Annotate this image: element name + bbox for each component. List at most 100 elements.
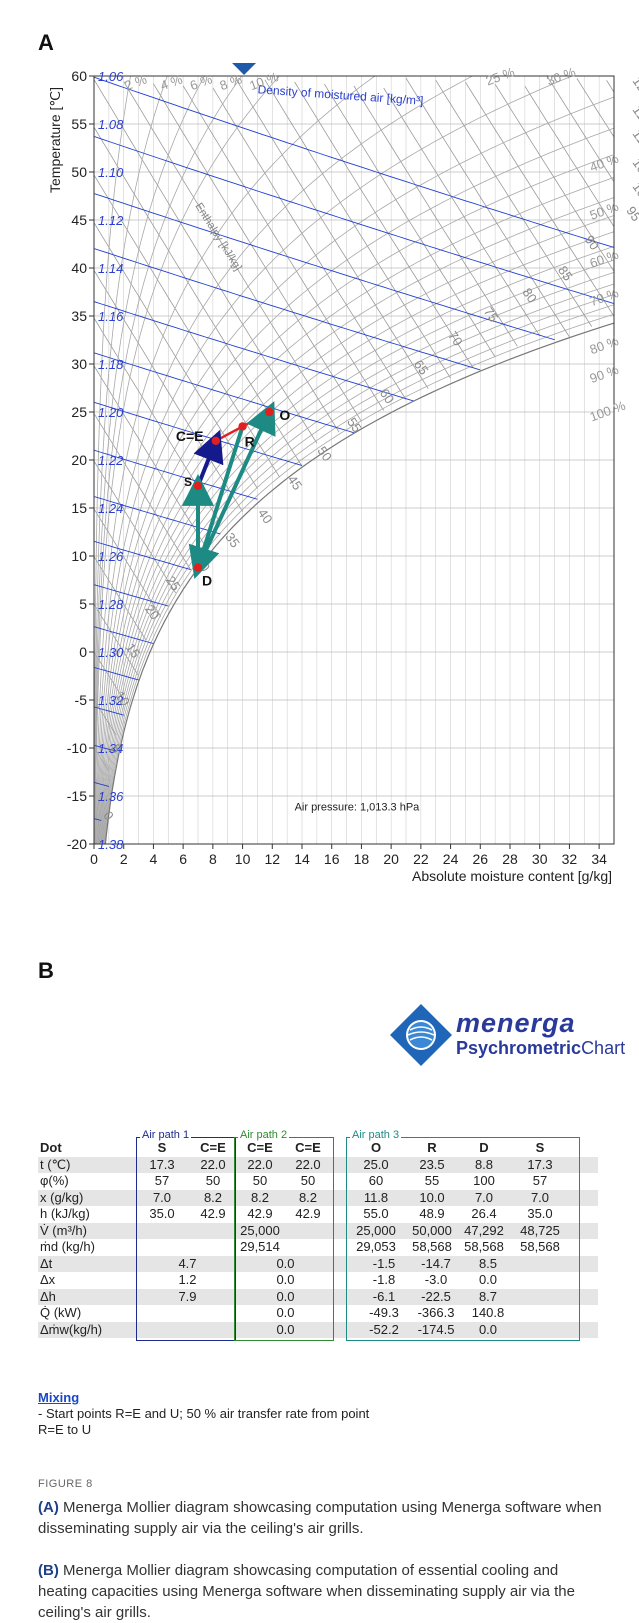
x-tick-label: 12 — [264, 851, 280, 867]
row-label: t (℃) — [40, 1157, 70, 1174]
y-tick-label: -5 — [75, 692, 88, 708]
x-tick-label: 32 — [562, 851, 578, 867]
x-tick-label: 14 — [294, 851, 310, 867]
mixing-note: Mixing - Start points R=E and U; 50 % ai… — [38, 1390, 369, 1438]
density-value-label: 1.14 — [98, 261, 123, 276]
density-value-label: 1.24 — [98, 501, 123, 516]
mixing-link[interactable]: Mixing — [38, 1390, 369, 1406]
y-tick-label: 35 — [71, 308, 87, 324]
air-path-box-2: Air path 2 — [234, 1137, 334, 1341]
enthalpy-value-label: 110 — [630, 127, 639, 153]
x-tick-label: 26 — [472, 851, 488, 867]
air-path-box-1: Air path 1 — [136, 1137, 236, 1341]
y-tick-label: 10 — [71, 548, 87, 564]
density-value-label: 1.38 — [98, 837, 124, 852]
y-tick-label: 0 — [79, 644, 87, 660]
y-axis-title: Temperature [℃] — [47, 87, 63, 193]
y-tick-label: 20 — [71, 452, 87, 468]
row-label: φ(%) — [40, 1173, 69, 1190]
figure-label: FIGURE 8 — [38, 1478, 93, 1490]
x-tick-label: 20 — [383, 851, 399, 867]
x-tick-label: 18 — [354, 851, 370, 867]
row-label: Q̇ (kW) — [40, 1305, 81, 1322]
enthalpy-value-label: 100 — [630, 180, 639, 206]
y-tick-label: 60 — [71, 68, 87, 84]
state-point-label: R — [245, 433, 255, 449]
x-tick-label: 2 — [120, 851, 128, 867]
density-value-label: 1.20 — [98, 405, 124, 420]
state-point-label: D — [202, 573, 212, 589]
x-tick-label: 16 — [324, 851, 340, 867]
enthalpy-value-label: 115 — [630, 103, 639, 129]
x-tick-label: 30 — [532, 851, 548, 867]
x-axis-title: Absolute moisture content [g/kg] — [412, 868, 612, 884]
y-tick-label: 40 — [71, 260, 87, 276]
y-tick-label: -15 — [67, 788, 87, 804]
mixing-line-2: R=E to U — [38, 1422, 369, 1438]
state-point-label: S — [184, 475, 192, 489]
panel-b-label: B — [38, 958, 54, 984]
density-value-label: 1.06 — [98, 69, 124, 84]
x-tick-label: 24 — [443, 851, 459, 867]
density-value-label: 1.12 — [98, 213, 124, 228]
row-label: Δx — [40, 1272, 55, 1289]
y-tick-label: 15 — [71, 500, 87, 516]
row-label: V̇ (m³/h) — [40, 1223, 87, 1240]
state-point-label: O — [279, 407, 290, 423]
state-point-label: C=E — [176, 428, 204, 444]
row-label: Δt — [40, 1256, 52, 1273]
density-value-label: 1.16 — [98, 309, 124, 324]
state-point-R — [238, 422, 246, 430]
dot-header: Dot — [40, 1140, 62, 1157]
enthalpy-value-label: 95 — [623, 204, 639, 224]
density-value-label: 1.36 — [98, 789, 124, 804]
enthalpy-value-label: 105 — [630, 156, 639, 182]
y-tick-label: -20 — [67, 836, 87, 852]
air-path-title: Air path 1 — [140, 1129, 191, 1141]
row-label: Δh — [40, 1289, 56, 1306]
y-tick-label: -10 — [67, 740, 87, 756]
y-tick-label: 5 — [79, 596, 87, 612]
state-point-D — [194, 563, 202, 571]
y-tick-label: 45 — [71, 212, 87, 228]
state-point-S — [194, 482, 202, 490]
row-label: ṁd (kg/h) — [40, 1239, 95, 1256]
x-tick-label: 8 — [209, 851, 217, 867]
density-value-label: 1.28 — [98, 597, 124, 612]
menerga-diamond-icon — [388, 1002, 454, 1068]
y-tick-label: 30 — [71, 356, 87, 372]
x-tick-label: 34 — [591, 851, 607, 867]
row-label: x (g/kg) — [40, 1190, 83, 1207]
density-value-label: 1.30 — [98, 645, 124, 660]
row-label: Δṁw(kg/h) — [40, 1322, 102, 1339]
x-tick-label: 22 — [413, 851, 429, 867]
density-value-label: 1.10 — [98, 165, 124, 180]
mixing-line-1: - Start points R=E and U; 50 % air trans… — [38, 1406, 369, 1422]
density-value-label: 1.08 — [98, 117, 124, 132]
x-tick-label: 0 — [90, 851, 98, 867]
menerga-logo: menerga PsychrometricChart — [388, 1000, 588, 1072]
x-tick-label: 6 — [179, 851, 187, 867]
density-value-label: 1.22 — [98, 453, 124, 468]
density-value-label: 1.18 — [98, 357, 124, 372]
x-tick-label: 28 — [502, 851, 518, 867]
state-point-O — [265, 408, 273, 416]
x-tick-label: 4 — [150, 851, 158, 867]
y-tick-label: 55 — [71, 116, 87, 132]
air-pressure-label: Air pressure: 1,013.3 hPa — [295, 801, 421, 813]
air-path-title: Air path 3 — [350, 1129, 401, 1141]
y-tick-label: 25 — [71, 404, 87, 420]
caption-a: (A) Menerga Mollier diagram showcasing c… — [38, 1497, 608, 1539]
state-point-C=E — [212, 437, 220, 445]
logo-product: PsychrometricChart — [456, 1038, 625, 1059]
y-tick-label: 50 — [71, 164, 87, 180]
enthalpy-value-label: 120 — [630, 74, 639, 100]
caption-b: (B) Menerga Mollier diagram showcasing c… — [38, 1560, 608, 1623]
air-path-title: Air path 2 — [238, 1129, 289, 1141]
logo-brand: menerga — [456, 1008, 576, 1039]
air-path-box-3: Air path 3 — [346, 1137, 580, 1341]
density-value-label: 1.26 — [98, 549, 124, 564]
row-label: h (kJ/kg) — [40, 1206, 90, 1223]
